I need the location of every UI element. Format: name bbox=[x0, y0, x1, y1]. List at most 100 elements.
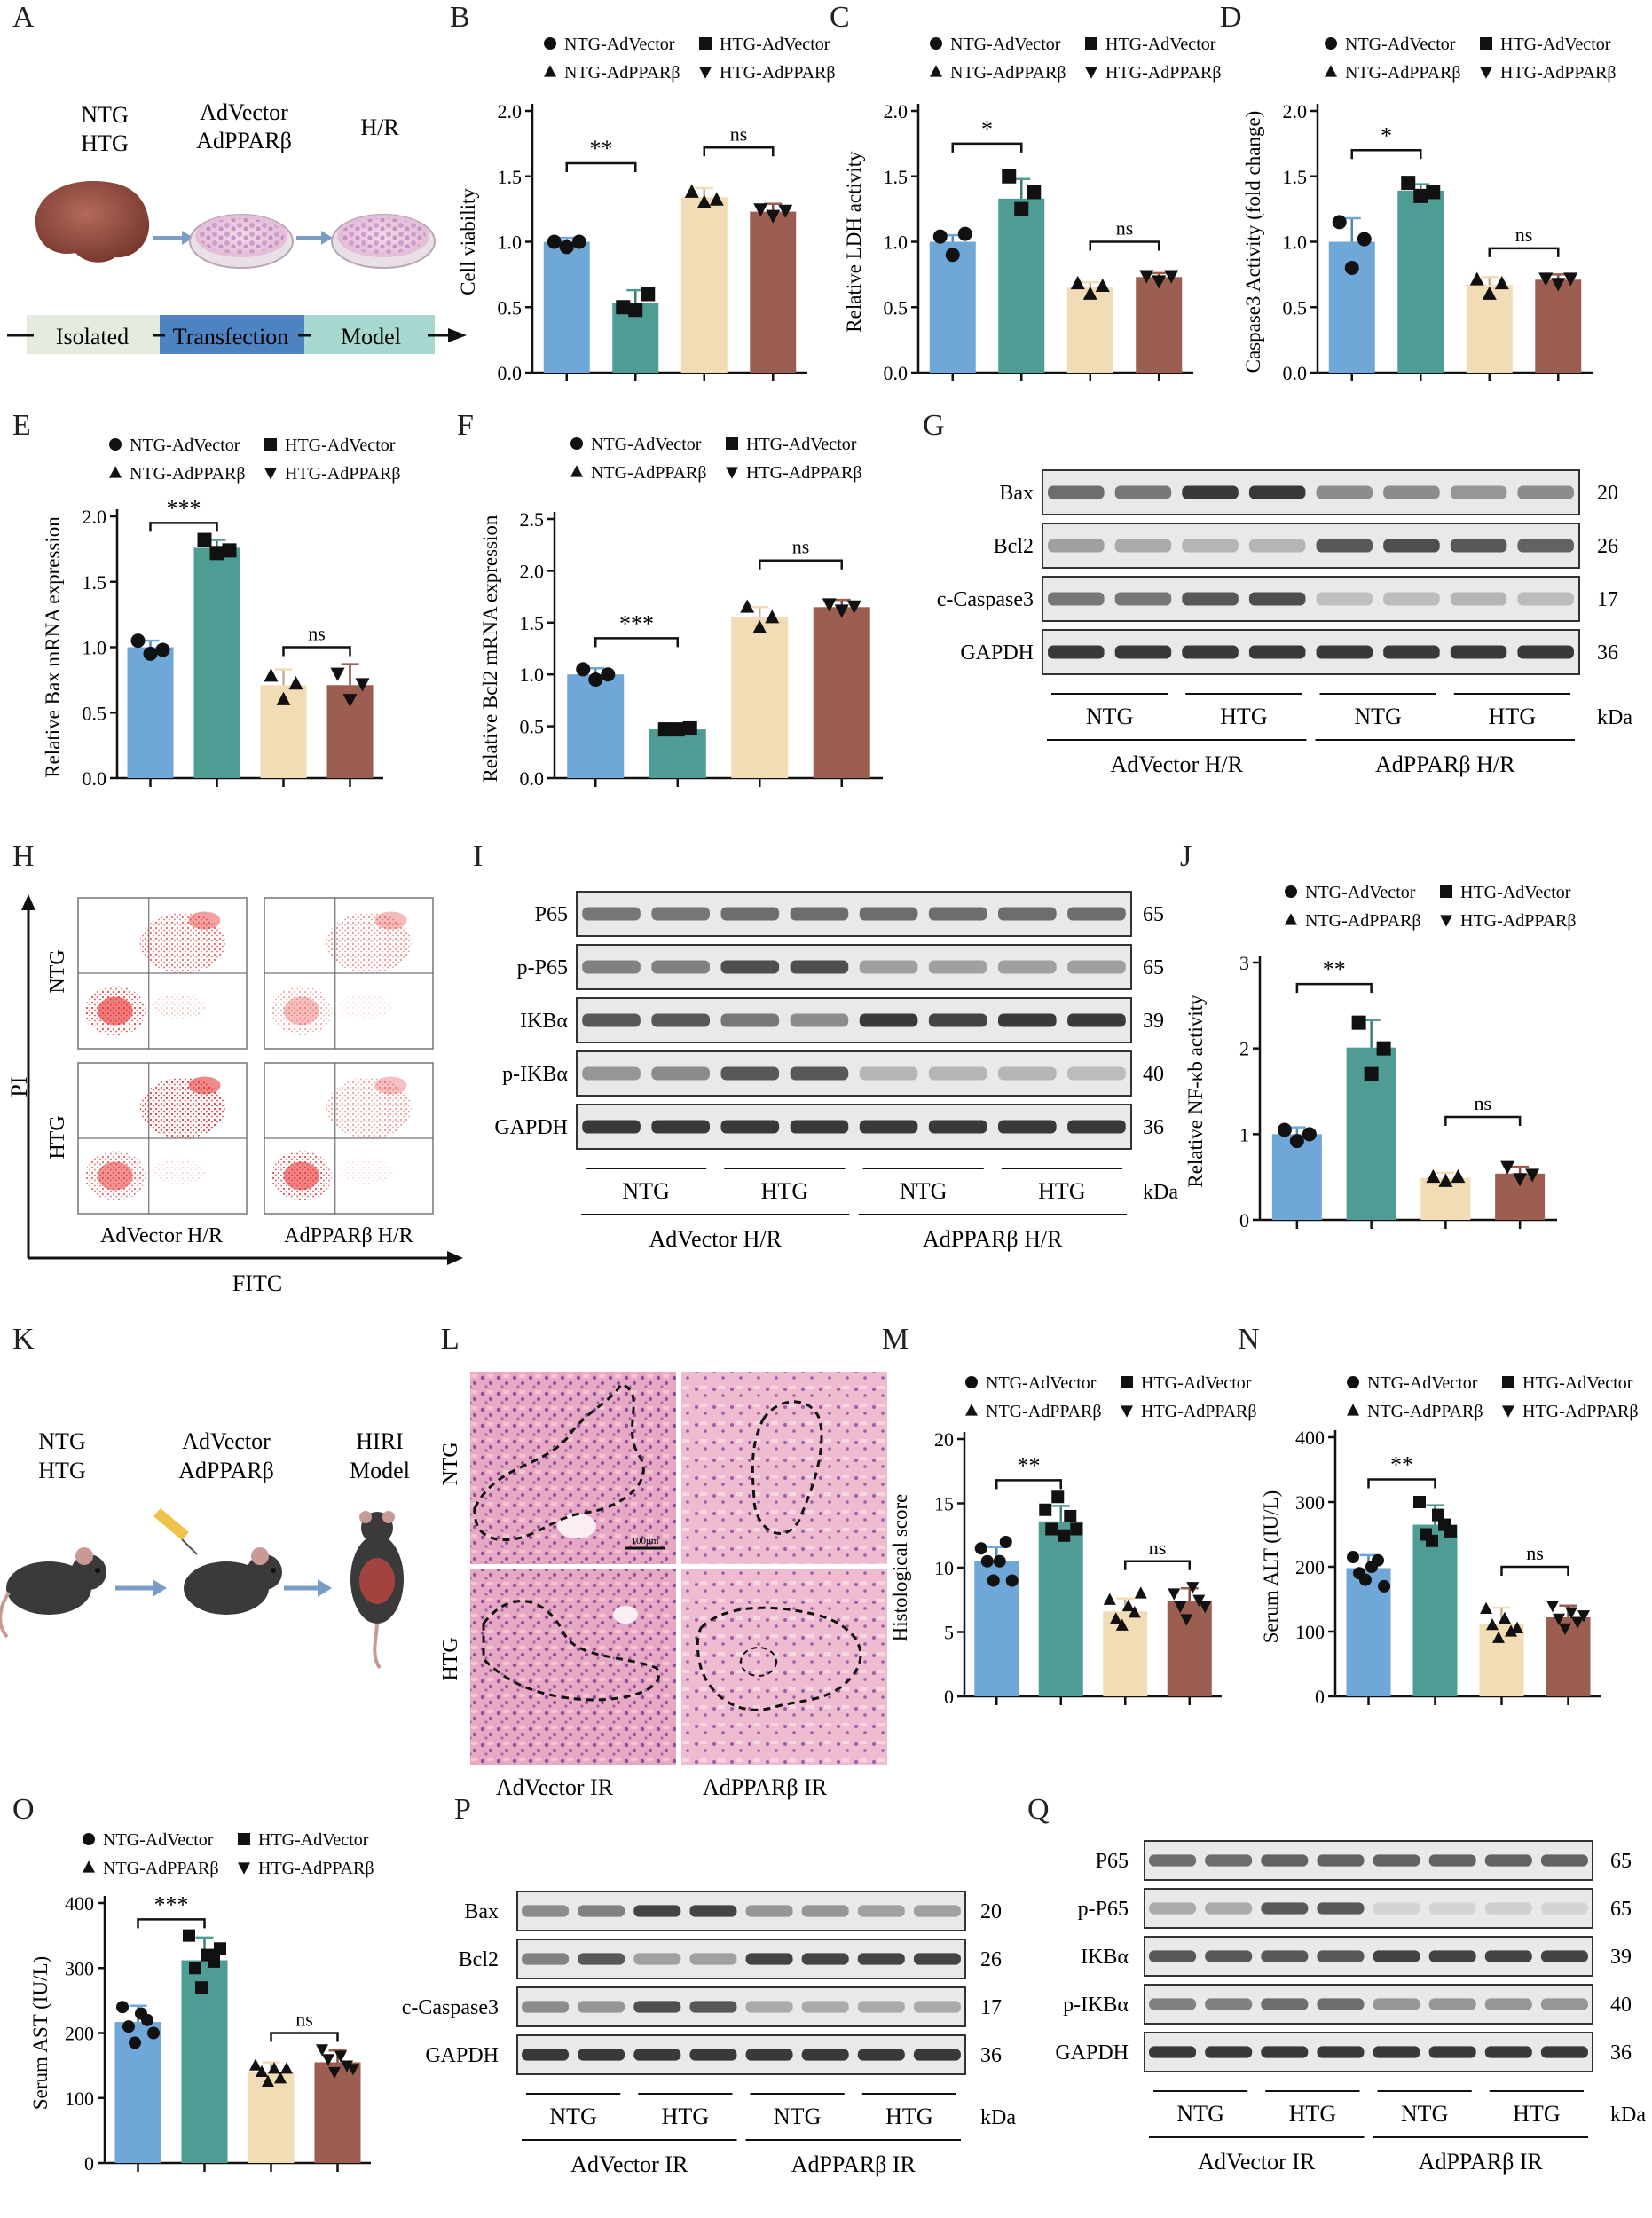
blot-kda-label: 20 bbox=[980, 1900, 1002, 1923]
facs-plots bbox=[77, 897, 434, 1215]
significance-bracket bbox=[565, 161, 637, 172]
y-tick-label: 0.5 bbox=[884, 296, 909, 319]
bar-NTG-AdPPARβ bbox=[1066, 287, 1113, 373]
bar-HTG-AdPPARβ bbox=[314, 2062, 361, 2163]
data-point bbox=[347, 2064, 359, 2076]
y-axis-label: Caspase3 Activity (fold change) bbox=[1242, 111, 1264, 374]
facs-population bbox=[283, 1161, 319, 1191]
panel-letter-m: M bbox=[882, 1323, 909, 1356]
legend-marker bbox=[930, 37, 942, 50]
blot-band bbox=[1182, 592, 1239, 606]
group-label: HTG bbox=[1513, 2101, 1560, 2127]
data-point bbox=[1152, 275, 1167, 289]
y-axis-label: Cell viability bbox=[457, 188, 479, 295]
he-row-htg: HTG bbox=[439, 1637, 462, 1680]
blot-strip bbox=[576, 1050, 1132, 1097]
data-point bbox=[1551, 278, 1566, 292]
blot-band bbox=[745, 1953, 793, 1965]
blot-band bbox=[857, 2001, 905, 2013]
blot-kda-label: 39 bbox=[1610, 1946, 1632, 1969]
blot-band bbox=[745, 2001, 793, 2013]
blot-kda-label: 36 bbox=[1610, 2041, 1632, 2065]
legend-marker bbox=[1325, 37, 1337, 50]
legend-marker bbox=[1121, 1376, 1133, 1388]
data-point bbox=[1513, 1173, 1528, 1187]
blot-band bbox=[1261, 1902, 1309, 1915]
data-point bbox=[957, 226, 972, 241]
panel-k-vector-adpparb: AdPPARβ bbox=[178, 1458, 274, 1483]
arrow-head-icon bbox=[182, 231, 193, 245]
blot-band bbox=[578, 1953, 625, 1965]
y-tick-label: 300 bbox=[65, 1957, 94, 1979]
y-tick-label: 2.0 bbox=[83, 506, 107, 528]
blot-band bbox=[859, 907, 918, 921]
bar-HTG-AdVector bbox=[649, 729, 706, 778]
blot-band bbox=[689, 1953, 737, 1965]
facs-x-label: FITC bbox=[232, 1270, 282, 1296]
blot-band-label: p-P65 bbox=[517, 956, 568, 979]
significance-label: ns bbox=[792, 536, 810, 558]
legend-marker bbox=[726, 437, 738, 450]
data-point bbox=[1553, 1613, 1565, 1626]
chart-d: NTG-AdVector HTG-AdVector NTG-AdPPARβ HTG-A… bbox=[1242, 35, 1617, 384]
panel-k-group-htg: HTG bbox=[38, 1458, 85, 1483]
data-point bbox=[980, 1554, 994, 1568]
panel-letter-c: C bbox=[830, 1, 850, 34]
blot-band-label: Bcl2 bbox=[994, 535, 1034, 558]
blot-band bbox=[1205, 1998, 1253, 2010]
legend-label: HTG-AdPPARβ bbox=[1500, 63, 1617, 83]
data-point bbox=[1426, 1534, 1438, 1547]
bar-NTG-AdVector bbox=[567, 674, 625, 778]
data-point bbox=[1499, 1611, 1511, 1624]
legend-marker bbox=[238, 1833, 250, 1845]
blot-band bbox=[790, 1013, 849, 1027]
blot-band bbox=[913, 1905, 961, 1917]
data-point bbox=[1577, 1610, 1590, 1623]
data-point bbox=[709, 192, 724, 206]
facs-population bbox=[326, 913, 412, 973]
data-point bbox=[328, 2066, 341, 2080]
he-col-advector: AdVector IR bbox=[496, 1774, 614, 1800]
blot-band bbox=[857, 2049, 905, 2061]
y-axis-label: Serum AST (IU/L) bbox=[29, 1956, 51, 2110]
legend-marker bbox=[1285, 913, 1297, 925]
facs-population bbox=[188, 911, 221, 930]
y-tick-label: 2.5 bbox=[520, 508, 545, 531]
legend-marker bbox=[83, 1833, 95, 1845]
blot-band bbox=[1114, 485, 1172, 499]
blot-band bbox=[801, 1953, 849, 1965]
y-tick-label: 1.0 bbox=[520, 664, 545, 686]
blot-band bbox=[745, 1905, 793, 1917]
data-point bbox=[1426, 1168, 1441, 1184]
legend-label: NTG-AdPPARβ bbox=[103, 1859, 219, 1878]
bar-HTG-AdVector bbox=[998, 198, 1045, 373]
data-point bbox=[1559, 1623, 1571, 1636]
data-point bbox=[1505, 1624, 1517, 1637]
blot-band bbox=[1450, 592, 1507, 606]
mouse-icon bbox=[0, 1547, 106, 1639]
panel-letter-o: O bbox=[12, 1793, 35, 1826]
panel-a-vector-adpparb: AdPPARβ bbox=[196, 128, 292, 153]
data-point bbox=[116, 2001, 129, 2014]
blot-band bbox=[1316, 592, 1373, 606]
data-point bbox=[1538, 272, 1554, 287]
data-point bbox=[214, 1942, 226, 1955]
blot-band bbox=[1484, 1854, 1532, 1867]
data-point bbox=[1344, 261, 1359, 275]
condition-label: AdVector IR bbox=[570, 2151, 688, 2177]
data-point bbox=[1070, 1522, 1083, 1536]
blot-band bbox=[1114, 645, 1172, 659]
data-point bbox=[1451, 1168, 1466, 1184]
y-tick-label: 0.0 bbox=[520, 767, 545, 790]
significance-label: *** bbox=[619, 610, 654, 636]
chart-e: NTG-AdVector HTG-AdVector NTG-AdPPARβ HTG-A… bbox=[42, 436, 401, 790]
timeline-label-isolated: Isolated bbox=[56, 324, 129, 350]
blot-band bbox=[1383, 485, 1440, 499]
facs-x-arrow-icon bbox=[447, 1251, 463, 1265]
blot-band bbox=[1428, 1998, 1476, 2010]
blot-kda-label: 40 bbox=[1143, 1063, 1164, 1086]
data-point bbox=[1563, 272, 1578, 287]
panel-a-hr-label: H/R bbox=[360, 114, 399, 140]
data-point bbox=[130, 633, 146, 649]
